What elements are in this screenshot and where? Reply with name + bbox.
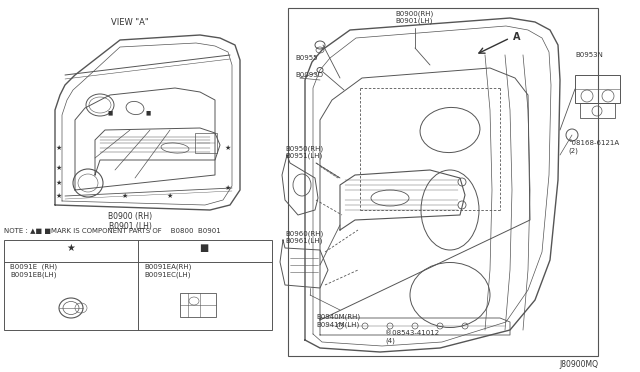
Bar: [575, 75, 620, 103]
Text: ★: ★: [167, 193, 173, 199]
Text: ■: ■: [200, 243, 209, 253]
Text: ■: ■: [145, 110, 150, 115]
Text: B0955: B0955: [295, 55, 317, 61]
Text: B0960(RH)
B0961(LH): B0960(RH) B0961(LH): [285, 230, 323, 244]
Text: ★: ★: [56, 145, 62, 151]
Bar: [580, 103, 615, 118]
Bar: [195, 133, 217, 153]
Text: ■: ■: [108, 110, 113, 115]
Bar: [4, 240, 272, 330]
Text: ®08543-41012
(4): ®08543-41012 (4): [385, 330, 439, 343]
Text: ★: ★: [56, 180, 62, 186]
Text: B0093D: B0093D: [295, 72, 323, 78]
Text: ★: ★: [67, 243, 76, 253]
Text: B0900 (RH)
B0901 (LH): B0900 (RH) B0901 (LH): [108, 212, 152, 231]
Text: ★: ★: [122, 193, 128, 199]
Text: B0940M(RH)
B0941M(LH): B0940M(RH) B0941M(LH): [316, 314, 360, 328]
Bar: [288, 8, 598, 356]
Text: ★: ★: [225, 185, 231, 191]
Text: A: A: [513, 32, 520, 42]
Text: B0900(RH)
B0901(LH): B0900(RH) B0901(LH): [395, 10, 433, 24]
Text: VIEW "A": VIEW "A": [111, 18, 149, 27]
Text: NOTE : ▲■ ■MARK IS COMPONENT PARTS OF    B0800  B0901: NOTE : ▲■ ■MARK IS COMPONENT PARTS OF B0…: [4, 228, 221, 234]
Text: ★: ★: [56, 165, 62, 171]
Text: °08168-6121A
(2): °08168-6121A (2): [568, 140, 619, 154]
Text: J80900MQ: J80900MQ: [559, 360, 598, 369]
Text: B0091E  (RH)
B0091EB(LH): B0091E (RH) B0091EB(LH): [10, 264, 57, 278]
Text: B0953N: B0953N: [575, 52, 603, 58]
Text: ★: ★: [56, 193, 62, 199]
Text: ★: ★: [225, 145, 231, 151]
Text: B0091EA(RH)
B0091EC(LH): B0091EA(RH) B0091EC(LH): [144, 264, 191, 278]
Bar: [180, 293, 216, 317]
Text: B0950(RH)
B0951(LH): B0950(RH) B0951(LH): [285, 145, 323, 159]
